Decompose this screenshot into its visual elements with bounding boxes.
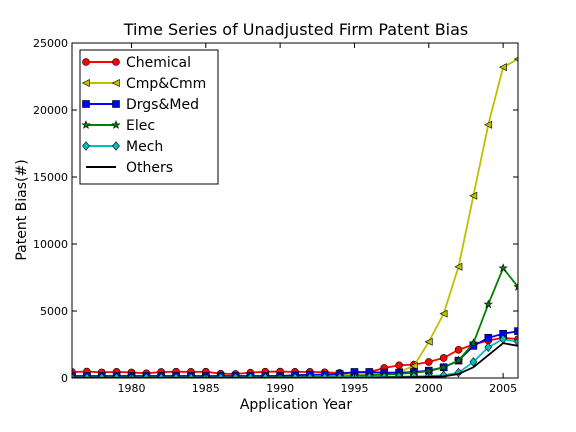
data-point-chemical bbox=[440, 354, 447, 361]
legend-label-drgs-med: Drgs&Med bbox=[126, 97, 199, 113]
x-tick-label: 2005 bbox=[489, 382, 517, 395]
legend-label-mech: Mech bbox=[126, 139, 163, 155]
y-tick-label: 5000 bbox=[40, 305, 68, 318]
legend-label-chemical: Chemical bbox=[126, 55, 191, 71]
legend: Chemical Cmp&Cmm Drgs&Med Elec Mech Others bbox=[80, 50, 218, 184]
legend-label-others: Others bbox=[126, 160, 173, 176]
x-tick-label: 1985 bbox=[192, 382, 220, 395]
legend-marker-chemical bbox=[83, 59, 90, 66]
data-point-drgs-med bbox=[485, 334, 492, 341]
x-tick-label: 2000 bbox=[415, 382, 443, 395]
data-point-chemical bbox=[396, 362, 403, 369]
data-point-chemical bbox=[425, 358, 432, 365]
legend-marker-drgs-med bbox=[113, 101, 120, 108]
legend-label-cmp-cmm: Cmp&Cmm bbox=[126, 76, 206, 92]
y-tick-label: 0 bbox=[61, 372, 68, 385]
chart-title: Time Series of Unadjusted Firm Patent Bi… bbox=[123, 20, 469, 39]
legend-marker-chemical bbox=[113, 59, 120, 66]
y-axis-label: Patent Bias(#) bbox=[14, 159, 30, 260]
x-tick-label: 1990 bbox=[266, 382, 294, 395]
legend-label-elec: Elec bbox=[126, 118, 155, 134]
data-point-chemical bbox=[455, 346, 462, 353]
y-tick-label: 15000 bbox=[33, 171, 68, 184]
x-axis-label: Application Year bbox=[240, 397, 353, 413]
x-tick-label: 1980 bbox=[117, 382, 145, 395]
y-tick-label: 20000 bbox=[33, 104, 68, 117]
legend-marker-drgs-med bbox=[83, 101, 90, 108]
x-tick-label: 1995 bbox=[340, 382, 368, 395]
y-tick-label: 10000 bbox=[33, 238, 68, 251]
y-tick-label: 25000 bbox=[33, 37, 68, 50]
